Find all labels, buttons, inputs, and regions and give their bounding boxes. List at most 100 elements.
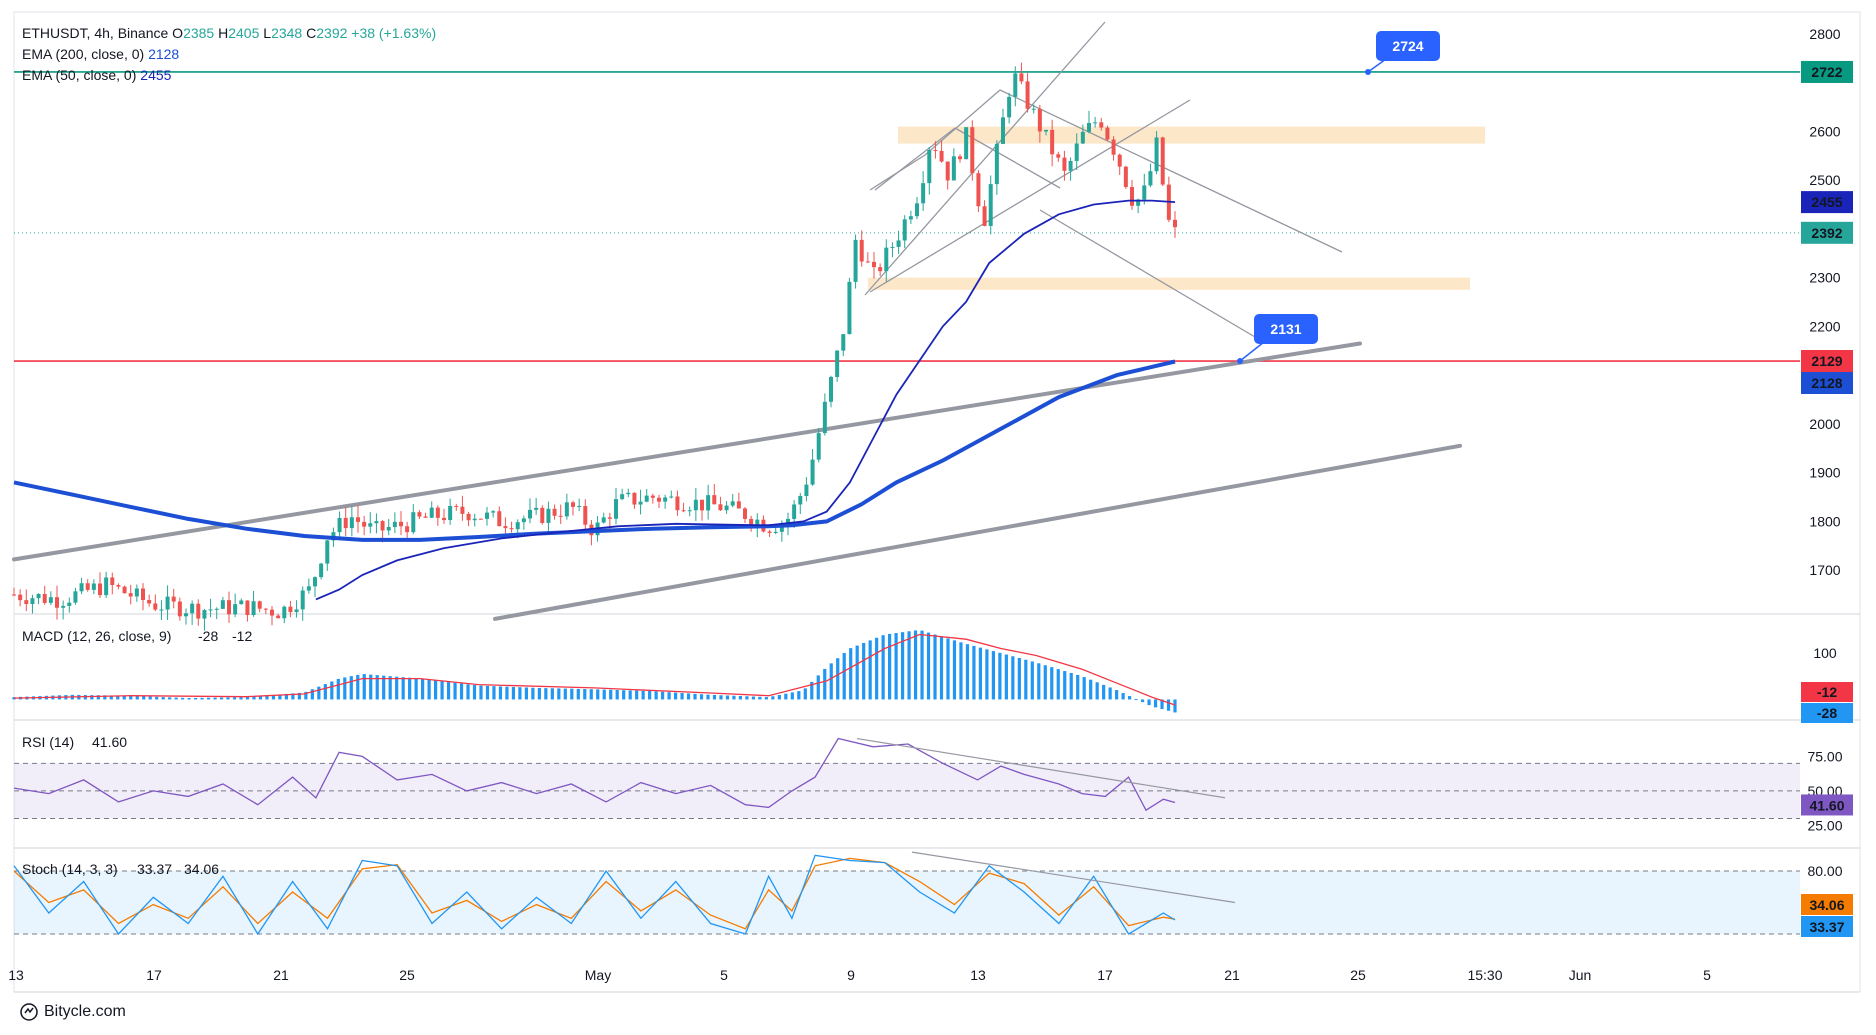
macd-bar bbox=[310, 689, 314, 700]
candle-body bbox=[171, 596, 176, 602]
candle-body bbox=[435, 507, 440, 518]
price-tick-label: 2300 bbox=[1809, 270, 1840, 286]
candle-body bbox=[233, 604, 238, 615]
pattern-line bbox=[869, 99, 1191, 293]
candle-body bbox=[374, 521, 379, 524]
price-tick-label: 2200 bbox=[1809, 318, 1840, 334]
lower-zone bbox=[868, 277, 1470, 290]
candle-body bbox=[896, 240, 901, 247]
candle-body bbox=[552, 508, 557, 516]
candle-body bbox=[128, 593, 133, 597]
macd-bar bbox=[576, 688, 580, 700]
candle-body bbox=[67, 602, 72, 606]
candle-body bbox=[878, 267, 883, 272]
candle-body bbox=[890, 246, 895, 248]
macd-bar bbox=[745, 696, 749, 700]
rsi-value-label bbox=[1801, 794, 1853, 816]
candle-body bbox=[970, 127, 975, 174]
macd-bar bbox=[284, 693, 289, 700]
candle-body bbox=[921, 183, 926, 204]
legend-l-value: 2348 bbox=[271, 25, 306, 41]
candle-body bbox=[134, 588, 139, 597]
macd-bar bbox=[1056, 669, 1060, 700]
x-tick-label: 13 bbox=[970, 967, 986, 983]
candle-body bbox=[386, 526, 391, 531]
macd-bar bbox=[978, 647, 983, 700]
candle-body bbox=[245, 600, 250, 616]
macd-bar bbox=[680, 692, 684, 700]
stoch-d-label-text: 34.06 bbox=[1809, 897, 1844, 913]
legend-c-value: 2392 +38 (+1.63%) bbox=[316, 25, 436, 41]
macd-bar bbox=[427, 679, 431, 700]
badge-text: 2131 bbox=[1270, 321, 1301, 337]
candle-body bbox=[1074, 143, 1079, 161]
macd-bar bbox=[712, 694, 717, 700]
price-label-text: 2129 bbox=[1811, 353, 1842, 369]
macd-bar bbox=[148, 696, 152, 700]
macd-bar bbox=[304, 691, 308, 700]
price-label-resistance bbox=[1801, 60, 1853, 83]
macd-bar bbox=[777, 694, 781, 700]
candle-body bbox=[749, 518, 754, 526]
macd-bar bbox=[408, 677, 412, 700]
candle-body bbox=[1080, 131, 1085, 144]
macd-bar bbox=[622, 690, 626, 700]
candle-body bbox=[214, 608, 219, 610]
macd-bar bbox=[661, 691, 665, 700]
macd-bar bbox=[362, 674, 366, 700]
macd-bar bbox=[972, 645, 976, 700]
pattern-line bbox=[924, 89, 1001, 156]
macd-bar bbox=[959, 642, 963, 700]
macd-bar bbox=[1011, 656, 1015, 700]
macd-bar bbox=[375, 675, 379, 700]
candle-body bbox=[792, 504, 797, 519]
candle-body bbox=[356, 517, 360, 522]
candle-body bbox=[644, 495, 649, 502]
candle-body bbox=[632, 492, 637, 505]
macd-bar bbox=[1024, 659, 1028, 700]
macd-bar bbox=[524, 687, 528, 700]
candle-body bbox=[460, 506, 465, 514]
macd-bar bbox=[823, 668, 827, 700]
x-tick-label: 21 bbox=[273, 967, 289, 983]
legend-ema50-value: 2455 bbox=[140, 67, 171, 83]
macd-bar bbox=[1095, 682, 1099, 700]
candle-body bbox=[42, 594, 47, 603]
candle-body bbox=[730, 501, 735, 506]
macd-bar bbox=[219, 697, 224, 700]
candle-body bbox=[626, 492, 631, 495]
brand-footer: Bitycle.com bbox=[20, 1003, 126, 1021]
macd-bar bbox=[544, 688, 548, 700]
price-label-text: 2392 bbox=[1811, 225, 1842, 241]
price-label-support bbox=[1801, 350, 1853, 373]
macd-bar bbox=[570, 688, 574, 700]
macd-bar bbox=[829, 663, 833, 700]
macd-bar bbox=[226, 697, 230, 700]
candle-body bbox=[859, 239, 864, 262]
candle-body bbox=[405, 526, 410, 533]
macd-bar bbox=[155, 696, 159, 700]
candle-body bbox=[1105, 127, 1110, 140]
macd-bar bbox=[213, 697, 217, 700]
pattern-line bbox=[864, 21, 1106, 296]
candle-body bbox=[933, 150, 938, 152]
candle-body bbox=[583, 506, 588, 525]
candle-body bbox=[865, 261, 870, 263]
candle-body bbox=[48, 597, 53, 603]
macd-bar bbox=[913, 630, 918, 700]
price-label-ema50 bbox=[1801, 191, 1853, 214]
macd-bar bbox=[1082, 677, 1086, 700]
macd-bar bbox=[719, 695, 723, 700]
legend-o-label: O bbox=[172, 25, 183, 41]
macd-bar bbox=[810, 681, 814, 700]
macd-bar bbox=[414, 678, 418, 700]
candle-body bbox=[835, 350, 840, 378]
candle-body bbox=[368, 523, 373, 527]
candle-body bbox=[1111, 139, 1116, 155]
x-tick-label: 17 bbox=[1097, 967, 1113, 983]
macd-bar bbox=[453, 682, 457, 700]
macd-bar bbox=[135, 696, 139, 700]
macd-value-label-text: -28 bbox=[1817, 705, 1837, 721]
macd-bar bbox=[563, 688, 567, 700]
candle-body bbox=[675, 496, 680, 511]
